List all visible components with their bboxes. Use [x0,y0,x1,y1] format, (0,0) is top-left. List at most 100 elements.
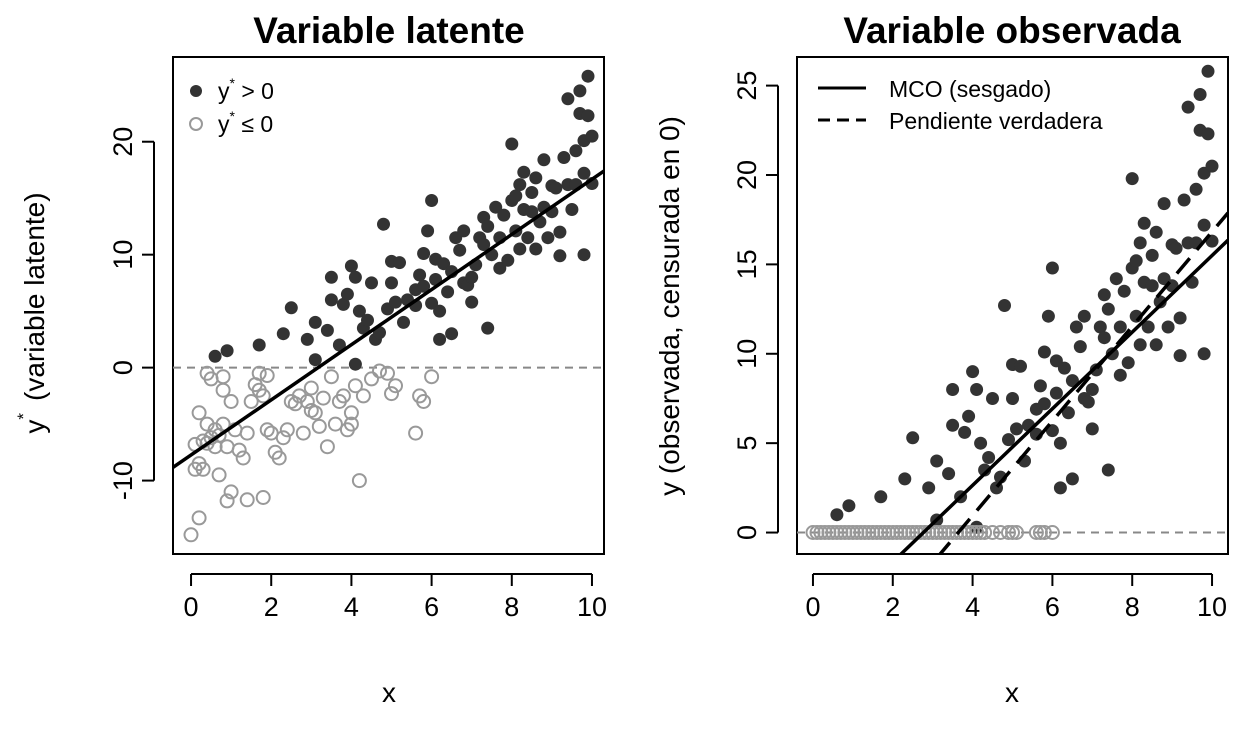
latent-point-positive [517,165,531,179]
observed-point-positive [1085,383,1099,396]
latent-point-positive [340,287,354,301]
latent-point-censored [355,388,371,404]
observed-point-censored [977,525,993,540]
legend-label-true-slope: Pendiente verdadera [889,108,1103,134]
latent-point-positive [513,242,527,256]
latent-y-tick-label: 20 [108,127,138,157]
observed-point-positive [982,451,996,464]
latent-point-positive [308,353,322,367]
observed-point-positive [1201,127,1215,141]
observed-point-positive [998,299,1011,312]
latent-point-censored [307,405,323,421]
observed-point-positive [1097,288,1111,302]
observed-point-censored [893,525,909,540]
observed-point-positive [1053,481,1067,495]
latent-point-positive [348,357,362,371]
latent-point-positive [433,332,447,346]
latent-point-positive [581,69,595,83]
latent-point-censored [223,484,239,500]
observed-point-positive [1141,320,1155,334]
latent-point-censored [384,386,399,402]
latent-x-tick-label: 0 [184,592,199,622]
latent-point-positive [276,327,290,341]
latent-point-censored [255,490,271,505]
observed-point-positive [1149,225,1163,239]
observed-fit-line [898,238,1228,554]
latent-fit-line [173,168,604,470]
observed-y-axis-label: y (observada, censurada en 0) [654,116,685,496]
observed-point-positive [874,490,888,504]
latent-point-positive [537,153,551,167]
observed-point-censored [1036,525,1052,540]
latent-point-censored [319,439,335,455]
latent-point-censored [351,473,367,489]
observed-point-censored [853,525,869,540]
legend-marker-nonpositive [189,117,203,131]
latent-y-tick-label: -10 [108,461,138,500]
latent-point-positive [553,249,567,263]
observed-point-positive [946,383,960,396]
observed-point-positive [942,467,956,481]
latent-point-positive [561,92,575,106]
latent-point-positive [573,84,587,98]
latent-point-censored [347,378,363,394]
latent-point-censored [287,396,303,412]
observed-point-positive [1145,248,1159,262]
observed-point-positive [1125,172,1139,186]
latent-y-axis-superscript: * [14,413,33,420]
observed-y-tick-label: 5 [732,436,762,451]
observed-point-positive [1002,433,1015,447]
latent-point-positive [569,144,583,158]
latent-point-positive [513,178,527,192]
observed-legend: MCO (sesgado) Pendiente verdadera [818,76,1103,134]
observed-point-positive [1117,284,1131,298]
latent-point-censored [343,405,359,421]
latent-legend: y* > 0 y* ≤ 0 [189,75,274,137]
observed-point-censored [809,525,825,540]
observed-point-censored [1028,525,1044,540]
observed-point-positive [1149,338,1163,352]
observed-point-positive [1113,320,1127,334]
latent-point-positive [352,304,366,318]
legend-label-nonpositive: y* ≤ 0 [218,108,273,137]
observed-x-tick-label: 4 [965,592,980,622]
latent-chart-title: Variable latente [253,10,524,51]
observed-point-positive [1109,272,1123,286]
latent-point-positive [585,129,599,143]
latent-point-positive [308,315,322,329]
observed-point-censored [973,525,989,540]
latent-point-censored [215,382,231,398]
latent-point-positive [497,208,511,222]
observed-point-positive [1173,311,1187,325]
latent-point-censored [327,416,343,432]
observed-y-tick-label: 10 [732,339,762,369]
latent-point-censored [416,394,432,409]
latent-point-positive [397,315,410,329]
latent-point-positive [348,270,362,284]
observed-point-positive [1061,406,1075,420]
observed-point-positive [1201,64,1215,78]
latent-point-censored [299,394,315,409]
observed-point-censored [845,525,861,540]
legend-label-positive-base: y [218,78,230,104]
latent-point-censored [235,450,251,466]
observed-x-tick-label: 0 [805,592,820,622]
observed-point-censored [969,525,985,540]
latent-point-censored [295,425,311,441]
latent-point-censored [219,493,235,509]
observed-point-censored [849,525,865,540]
latent-point-censored [255,388,271,404]
latent-point-censored [311,418,327,434]
latent-point-censored [195,461,211,477]
latent-point-positive [300,332,314,346]
observed-point-positive [1193,88,1207,101]
latent-point-censored [191,510,207,526]
latent-point-positive [529,171,543,185]
latent-point-positive [457,224,471,238]
latent-point-censored [215,369,231,385]
observed-point-positive [1006,392,1019,405]
observed-point-positive [1153,295,1167,309]
latent-point-censored [372,363,387,379]
legend-label-nonpositive-base: y [218,111,230,137]
